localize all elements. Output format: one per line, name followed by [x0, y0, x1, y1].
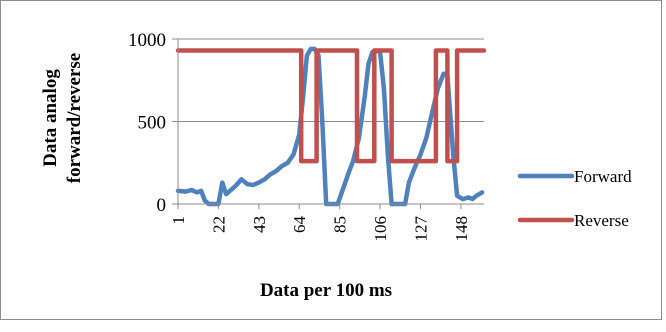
y-axis-title-line-2: forward/reverse: [64, 53, 85, 183]
legend: Forward Reverse: [517, 167, 632, 230]
x-tick-label: 106: [371, 216, 390, 242]
y-axis-title-line-1: Data analog: [40, 69, 61, 167]
x-tick-label: 22: [209, 216, 228, 233]
gridlines: [178, 38, 484, 122]
series-line-reverse: [175, 48, 487, 164]
y-tick-label: 0: [157, 195, 167, 216]
y-axis-title: Data analog forward/reverse: [40, 53, 85, 183]
x-tick-label: 148: [452, 216, 471, 242]
y-tick-label: 1000: [128, 30, 166, 51]
x-tick-label: 43: [250, 216, 269, 233]
x-axis-title: Data per 100 ms: [260, 280, 392, 301]
chart-frame: [0, 0, 662, 320]
x-tick-label: 64: [290, 216, 309, 234]
x-tick-label: 1: [169, 216, 188, 225]
legend-label-forward: Forward: [574, 167, 632, 186]
legend-label-reverse: Reverse: [574, 211, 629, 230]
x-tick-label: 85: [331, 216, 350, 233]
y-tick-label: 500: [138, 113, 167, 134]
axes: 0 500 1000 1 22 43 64 85 106 127 148: [128, 30, 484, 242]
x-tick-label: 127: [411, 216, 430, 242]
